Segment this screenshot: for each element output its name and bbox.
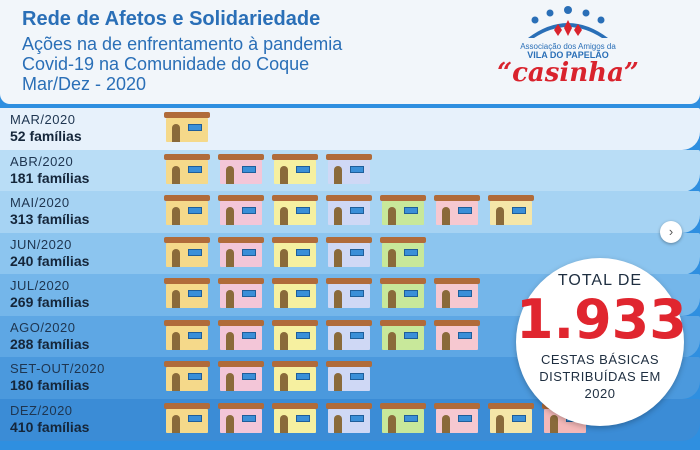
logo-line-2: VILA DO PAPELÃO	[527, 50, 609, 60]
house-icon	[164, 278, 210, 308]
house-icon	[272, 195, 318, 225]
house-icon	[326, 195, 372, 225]
house-icon	[218, 195, 264, 225]
house-icon	[272, 278, 318, 308]
band-period-label: SET-OUT/2020	[10, 361, 105, 376]
band-period-label: JUL/2020	[10, 278, 70, 293]
band-families-label: 240 famílias	[10, 252, 90, 269]
subtitle-line-1: Ações na de enfrentamento à pandemia	[22, 34, 343, 54]
house-icon	[218, 236, 264, 267]
house-icon	[218, 319, 264, 350]
header: Rede de Afetos e Solidariedade Ações na …	[0, 0, 700, 104]
house-icon	[380, 319, 426, 350]
band-period-label: DEZ/2020	[10, 402, 73, 418]
house-icon	[488, 402, 534, 433]
house-icon	[434, 278, 480, 308]
total-top-text: TOTAL DE	[557, 272, 643, 289]
house-icon	[164, 236, 210, 267]
house-icon	[272, 361, 318, 391]
total-line-2: DISTRIBUÍDAS EM	[539, 369, 661, 384]
house-icon	[380, 195, 426, 225]
band-period-label: MAI/2020	[10, 195, 70, 210]
house-icon	[164, 319, 210, 350]
house-icon	[326, 402, 372, 433]
house-icon	[164, 153, 210, 184]
next-button[interactable]: ›	[660, 221, 682, 243]
subtitle-line-2: Covid-19 na Comunidade do Coque	[22, 54, 310, 74]
band-families-label: 180 famílias	[10, 377, 90, 393]
total-line-3: 2020	[584, 386, 616, 401]
band-families-label: 313 famílias	[10, 211, 90, 227]
band-period-label: ABR/2020	[10, 153, 74, 169]
chart-band: MAR/2020 52 famílias	[0, 108, 700, 150]
logo-line-1: Associação dos Amigos da	[520, 42, 616, 51]
house-icon	[326, 236, 372, 267]
house-icon	[272, 402, 318, 433]
house-icon	[272, 236, 318, 267]
house-icon	[218, 361, 264, 391]
logo: Associação dos Amigos da VILA DO PAPELÃO…	[488, 4, 648, 100]
house-icon	[164, 402, 210, 433]
house-icon	[218, 278, 264, 308]
band-families-label: 52 famílias	[10, 128, 82, 144]
house-icon	[218, 402, 264, 433]
house-icon	[164, 112, 210, 142]
house-icon	[326, 278, 372, 308]
band-period-label: MAR/2020	[10, 112, 76, 127]
chevron-right-icon: ›	[668, 224, 674, 239]
house-icon	[380, 402, 426, 433]
subtitle-line-3: Mar/Dez - 2020	[22, 74, 147, 94]
total-number: 1.933	[516, 288, 687, 351]
band-families-label: 410 famílias	[10, 418, 90, 435]
house-icon	[434, 402, 480, 433]
chart-band: MAI/2020 313 famílias	[0, 191, 700, 233]
band-families-label: 288 famílias	[10, 335, 90, 352]
total-badge: TOTAL DE 1.933 CESTAS BÁSICAS DISTRIBUÍD…	[516, 258, 687, 426]
band-families-label: 269 famílias	[10, 294, 90, 310]
chart-band: ABR/2020 181 famílias	[0, 149, 700, 192]
people-circle-icon	[528, 6, 608, 38]
house-icon	[326, 361, 372, 391]
house-icon	[272, 319, 318, 350]
logo-name: “casinha”	[497, 58, 639, 88]
house-icon	[326, 319, 372, 350]
band-period-label: JUN/2020	[10, 236, 72, 252]
house-icon	[164, 195, 210, 225]
house-icon	[434, 319, 480, 350]
house-icon	[380, 278, 426, 308]
house-icon	[488, 195, 534, 225]
house-icon	[326, 153, 372, 184]
house-icon	[380, 236, 426, 267]
band-period-label: AGO/2020	[10, 319, 76, 335]
house-icon	[164, 361, 210, 391]
house-icon	[434, 195, 480, 225]
page-title: Rede de Afetos e Solidariedade	[22, 8, 321, 30]
house-icon	[272, 153, 318, 184]
house-icon	[218, 153, 264, 184]
total-line-1: CESTAS BÁSICAS	[540, 352, 659, 367]
band-families-label: 181 famílias	[10, 169, 90, 186]
